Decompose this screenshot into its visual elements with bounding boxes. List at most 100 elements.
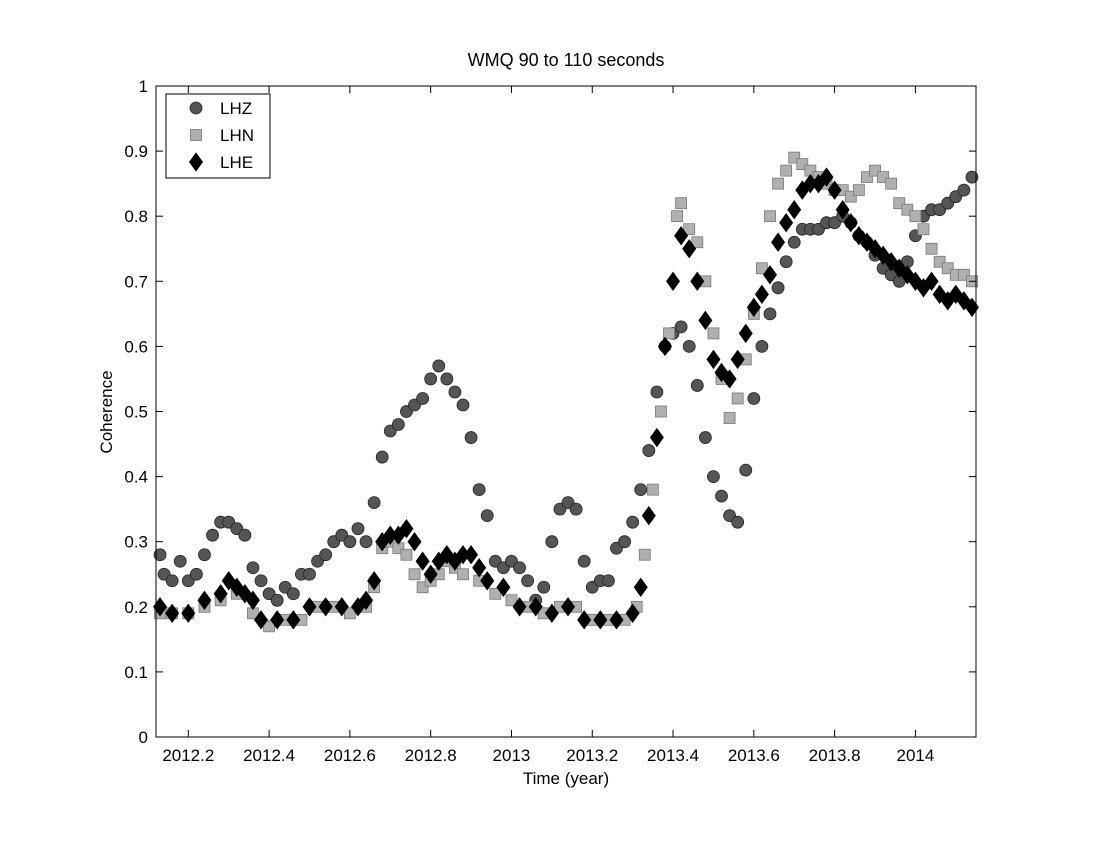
data-point-lhn xyxy=(885,177,898,190)
data-point-lhz xyxy=(618,535,631,549)
legend-label-lhz: LHZ xyxy=(220,99,252,118)
data-point-lhe xyxy=(835,200,850,220)
legend-label-lhn: LHN xyxy=(220,126,254,145)
data-point-lhz xyxy=(238,528,252,542)
data-point-lhe xyxy=(625,603,640,623)
data-point-lhe xyxy=(609,610,624,630)
legend-marker-lhe xyxy=(189,152,203,172)
x-tick-label: 2012.6 xyxy=(324,746,376,765)
data-point-lhe xyxy=(415,551,430,571)
data-point-lhn xyxy=(901,203,914,216)
data-point-lhe xyxy=(827,180,842,200)
data-point-lhe xyxy=(819,167,834,187)
y-tick-label: 0.3 xyxy=(124,533,148,552)
data-point-lhe xyxy=(480,571,495,591)
x-tick-label: 2013.2 xyxy=(566,746,618,765)
data-layer xyxy=(153,151,979,633)
legend-box xyxy=(165,93,271,179)
data-point-lhn xyxy=(489,587,502,600)
data-point-lhz xyxy=(416,392,430,405)
data-point-lhe xyxy=(286,610,301,630)
data-point-lhe xyxy=(407,532,422,552)
data-point-lhn xyxy=(861,171,873,184)
data-point-lhz xyxy=(351,522,365,536)
data-point-lhn xyxy=(877,171,889,184)
legend-marker-lhz xyxy=(189,101,203,115)
data-point-lhe xyxy=(876,245,891,265)
data-point-lhe xyxy=(464,545,479,565)
data-point-lhz xyxy=(674,320,688,334)
data-point-lhn xyxy=(941,262,954,275)
data-point-lhz xyxy=(626,515,640,529)
data-point-lhe xyxy=(730,349,745,370)
data-point-lhn xyxy=(707,327,720,340)
data-point-lhn xyxy=(671,210,683,223)
y-tick-label: 1 xyxy=(139,77,148,96)
data-point-lhz xyxy=(153,548,167,562)
data-point-lhe xyxy=(399,518,414,539)
data-point-lhe xyxy=(722,369,737,389)
data-point-lhz xyxy=(650,385,664,399)
series-lhe xyxy=(153,167,979,630)
data-point-lhz xyxy=(198,548,211,562)
data-point-lhe xyxy=(496,577,511,597)
data-point-lhn xyxy=(655,405,667,418)
data-point-lhe xyxy=(779,213,794,233)
data-point-lhe xyxy=(359,590,374,610)
data-point-lhz xyxy=(472,483,486,497)
data-point-lhz xyxy=(771,281,785,295)
data-point-lhz xyxy=(779,255,793,269)
data-point-lhn xyxy=(723,412,736,424)
y-tick-label: 0.6 xyxy=(124,337,148,356)
data-point-lhz xyxy=(246,561,260,575)
data-point-lhe xyxy=(674,226,689,246)
data-point-lhn xyxy=(772,177,784,190)
data-point-lhn xyxy=(731,392,744,405)
data-point-lhz xyxy=(165,574,179,588)
data-point-lhe xyxy=(787,200,802,220)
data-point-lhz xyxy=(254,574,268,588)
data-point-lhz xyxy=(682,339,696,353)
data-point-lhe xyxy=(544,603,559,623)
data-point-lhn xyxy=(869,164,881,177)
data-point-lhz xyxy=(286,587,300,601)
data-point-lhz xyxy=(456,398,470,412)
data-point-lhz xyxy=(303,567,316,581)
data-point-lhz xyxy=(577,554,591,568)
x-tick-label: 2012.2 xyxy=(162,746,214,765)
data-point-lhz xyxy=(787,235,801,249)
data-point-lhz xyxy=(521,574,535,588)
data-point-lhn xyxy=(263,620,276,633)
data-point-lhe xyxy=(746,297,761,318)
data-point-lhn xyxy=(638,548,651,561)
data-point-lhz xyxy=(634,483,648,497)
data-point-lhe xyxy=(245,590,260,610)
data-point-lhe xyxy=(690,271,705,291)
data-point-lhe xyxy=(771,232,786,252)
x-tick-label: 2014 xyxy=(896,746,934,765)
data-point-lhn xyxy=(764,210,776,223)
data-point-lhn xyxy=(675,197,688,210)
data-point-lhn xyxy=(957,268,970,281)
data-point-lhz xyxy=(367,496,381,510)
y-tick-label: 0.2 xyxy=(124,598,148,617)
chart-title: WMQ 90 to 110 seconds xyxy=(468,50,665,70)
data-point-lhz xyxy=(715,489,728,503)
data-point-lhn xyxy=(893,197,906,210)
data-point-lhe xyxy=(754,284,769,305)
data-point-lhn xyxy=(408,568,421,581)
data-point-lhz xyxy=(569,502,583,516)
data-point-lhn xyxy=(416,581,429,594)
data-point-lhz xyxy=(319,548,333,562)
data-point-lhe xyxy=(649,427,664,448)
series-lhz xyxy=(153,170,979,607)
data-point-lhe xyxy=(682,239,697,259)
data-point-lhz xyxy=(513,561,526,575)
data-point-lhz xyxy=(343,535,357,549)
data-point-lhz xyxy=(440,372,454,386)
data-point-lhz xyxy=(698,431,712,444)
data-point-lhn xyxy=(683,223,696,236)
data-point-lhe xyxy=(843,213,858,233)
data-point-lhe xyxy=(641,505,656,526)
